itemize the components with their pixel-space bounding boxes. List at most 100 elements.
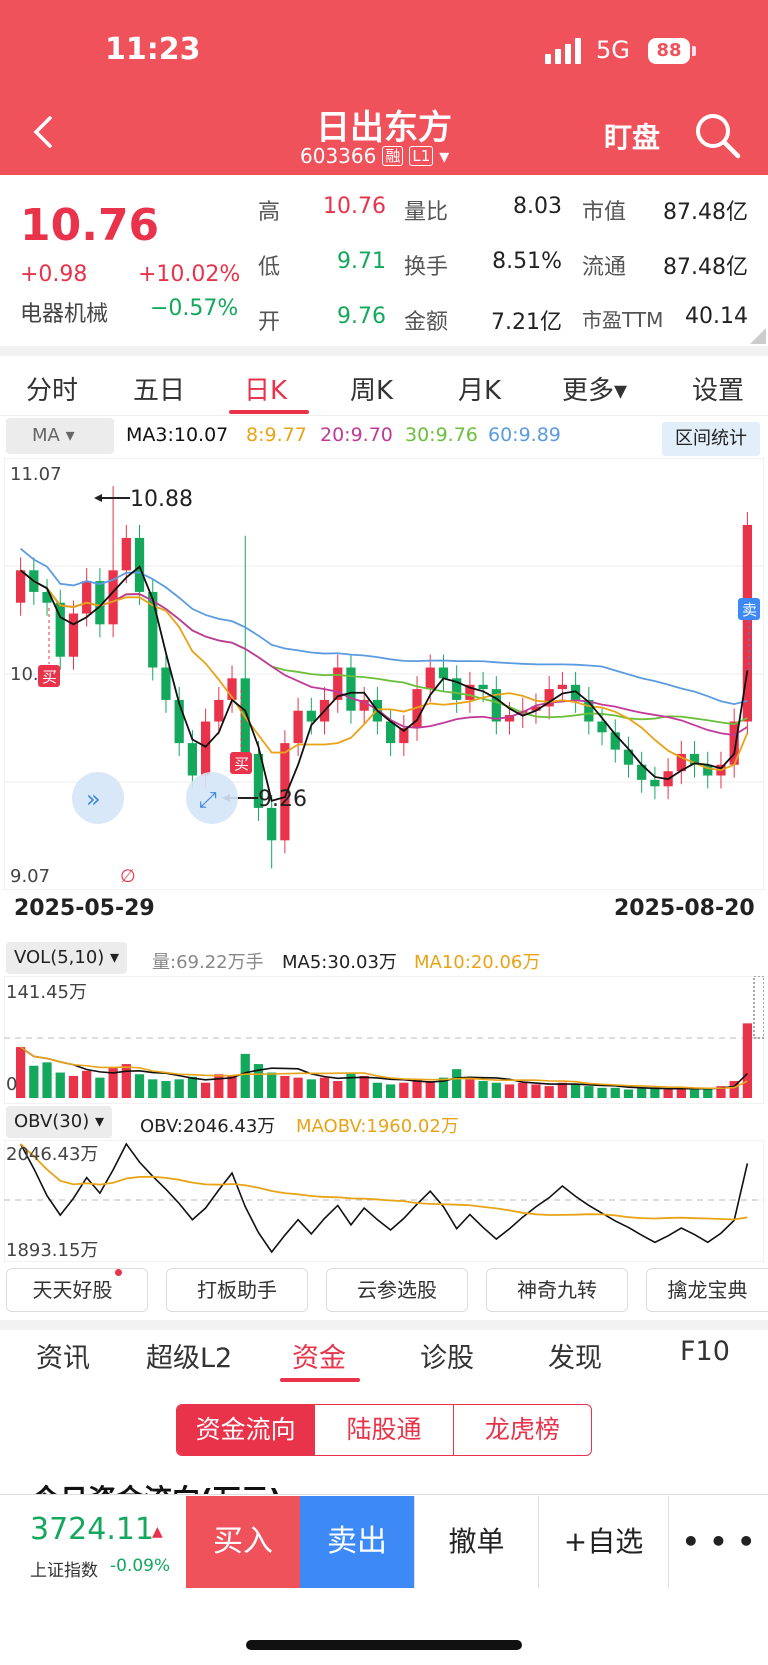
range-stats-button[interactable]: 区间统计 [662, 422, 760, 456]
volume-bar [399, 1082, 409, 1098]
tool-chip-cloud-picker[interactable]: 云参选股 [326, 1268, 468, 1312]
obv-y-bottom: 1893.15万 [6, 1240, 98, 1261]
candle [491, 689, 501, 722]
vol-y-bottom: 0 [6, 1074, 17, 1095]
stock-code-row[interactable]: 603366 融 L1 ▾ [300, 144, 449, 168]
volume-bar [15, 1047, 26, 1098]
candle [280, 743, 290, 841]
obv-selector[interactable]: OBV(30) ▾ [6, 1106, 112, 1138]
pe-value: 40.14 [685, 304, 748, 329]
volume-bar [82, 1070, 92, 1098]
high-marker: 10.88 [130, 487, 193, 512]
ma-selector[interactable]: MA ▾ [6, 418, 114, 454]
stock-name: 日出东方 [316, 108, 452, 148]
buy-signal: 买 [234, 755, 249, 773]
candle [293, 710, 303, 744]
divider [0, 346, 768, 356]
candle [385, 721, 396, 744]
candle [15, 570, 26, 603]
candle [306, 710, 316, 722]
tab-intraday[interactable]: 分时 [26, 376, 79, 406]
maobv-value: MAOBV:1960.02万 [296, 1116, 459, 1137]
tab-f10[interactable]: F10 [680, 1336, 730, 1367]
tab-five-day[interactable]: 五日 [133, 376, 186, 406]
tool-chip-limit-up-helper[interactable]: 打板助手 [166, 1268, 308, 1312]
tab-discover[interactable]: 发现 [548, 1343, 602, 1374]
volume-bar [478, 1081, 488, 1098]
tab-diagnose[interactable]: 诊股 [420, 1343, 474, 1374]
seg-dragon-tiger[interactable]: 龙虎榜 [452, 1405, 591, 1455]
back-icon[interactable] [30, 112, 58, 152]
tab-weekly-k[interactable]: 周K [350, 376, 394, 406]
vol-selector[interactable]: VOL(5,10) ▾ [6, 942, 128, 974]
high-label: 高 [258, 200, 281, 225]
signal-icon [545, 38, 581, 64]
volume-bar [570, 1084, 581, 1098]
candle [55, 602, 65, 657]
tab-daily-k[interactable]: 日K [244, 376, 288, 406]
expand-corner-icon[interactable] [750, 328, 766, 344]
network-label: 5G [596, 36, 630, 64]
volume-bar [293, 1077, 303, 1098]
cancel-order-button[interactable]: 撤单 [414, 1496, 538, 1588]
sell-button[interactable]: 卖出 [300, 1496, 414, 1588]
buy-button[interactable]: 买入 [186, 1496, 300, 1588]
watch-button[interactable]: 盯盘 [604, 121, 661, 154]
divider [0, 1320, 768, 1330]
tab-super-l2[interactable]: 超级L2 [146, 1343, 233, 1374]
volume-bar [742, 1023, 753, 1098]
vol-y-top: 141.45万 [6, 982, 87, 1003]
tab-more[interactable]: 更多▾ [562, 376, 628, 406]
tool-chip-nine-turns[interactable]: 神奇九转 [486, 1268, 628, 1312]
candle [637, 764, 647, 780]
seg-capital-flow[interactable]: 资金流向 [177, 1405, 315, 1455]
volume-bar [491, 1082, 501, 1098]
volume-bar [650, 1088, 660, 1098]
tab-capital[interactable]: 资金 [292, 1343, 346, 1374]
volume-bar [359, 1075, 369, 1098]
app-header: 11:23 5G 88 日出东方 603366 融 L1 ▾ 盯盘 [0, 0, 768, 175]
stock-code: 603366 [300, 144, 377, 168]
candle [42, 591, 52, 603]
candle [742, 524, 753, 722]
tab-monthly-k[interactable]: 月K [458, 376, 502, 406]
seg-stock-connect[interactable]: 陆股通 [314, 1405, 452, 1455]
ma60-value: 60:9.89 [488, 424, 561, 446]
add-watchlist-button[interactable]: +自选 [538, 1496, 668, 1588]
volume-bar [333, 1081, 343, 1098]
fullscreen-icon [186, 772, 238, 824]
market-cap-label: 市值 [582, 200, 627, 225]
tab-settings[interactable]: 设置 [692, 376, 745, 406]
industry-name[interactable]: 电器机械 [20, 302, 109, 327]
candle [412, 689, 422, 728]
index-value[interactable]: 3724.11 [30, 1512, 155, 1547]
candle [623, 749, 634, 765]
ma3-value: MA3:10.07 [126, 424, 229, 446]
tool-chip-dragon-guide[interactable]: 擒龙宝典 [646, 1268, 768, 1312]
volume-bar [148, 1079, 158, 1098]
margin-tag: 融 [382, 146, 404, 166]
volume-bar [504, 1084, 515, 1098]
volume-bar [610, 1087, 620, 1098]
more-menu-icon[interactable]: • • • [668, 1496, 768, 1588]
search-icon[interactable] [692, 110, 742, 160]
turnover-label: 换手 [404, 255, 449, 280]
obv-y-top: 2046.43万 [6, 1144, 98, 1165]
obv-value: OBV:2046.43万 [140, 1116, 276, 1137]
low-marker: 9.26 [258, 787, 307, 812]
candle [703, 764, 713, 776]
amount-label: 金额 [404, 310, 449, 335]
candle [531, 706, 541, 711]
caret-down-icon: ▾ [439, 144, 450, 168]
volume-bar [68, 1075, 79, 1098]
volume-bar [29, 1065, 39, 1098]
up-arrow-icon: ▲ [152, 1524, 163, 1540]
pe-label: 市盈TTM [582, 308, 664, 332]
vol-qty: 量:69.22万手 [152, 952, 264, 973]
volume-bar [385, 1084, 396, 1098]
notification-dot [114, 1269, 122, 1276]
volume-bar [557, 1082, 568, 1098]
tool-chip-daily-picks[interactable]: 天天好股 [6, 1268, 148, 1312]
tab-news[interactable]: 资讯 [36, 1343, 90, 1374]
kline-chart[interactable]: 11.07 10.07 9.07 10.88 9.26 买 买 卖 » ⤢ ∅ [4, 458, 764, 890]
